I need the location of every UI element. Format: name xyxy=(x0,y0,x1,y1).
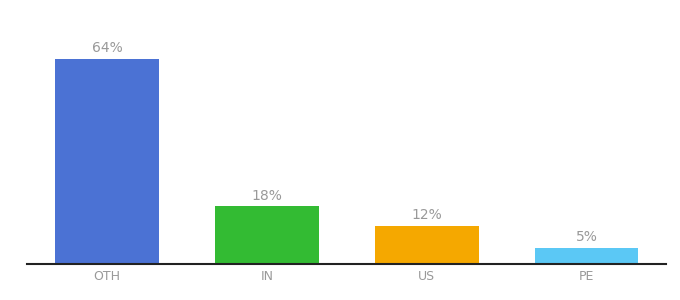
Text: 18%: 18% xyxy=(252,189,282,202)
Text: 64%: 64% xyxy=(92,41,122,56)
Text: 12%: 12% xyxy=(411,208,442,222)
Text: 5%: 5% xyxy=(575,230,598,244)
Bar xyxy=(215,206,319,264)
Bar xyxy=(375,226,479,264)
Bar xyxy=(534,248,639,264)
Bar xyxy=(55,59,159,264)
